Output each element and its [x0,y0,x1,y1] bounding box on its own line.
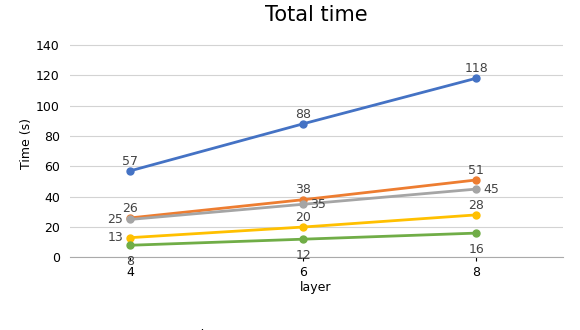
HS1 [300,198,307,202]
Line: HS2: HS2 [126,185,480,223]
Text: 12: 12 [295,249,311,262]
Con [473,213,480,217]
Normal [300,122,307,126]
Text: 25: 25 [107,213,123,226]
HScon [126,243,133,247]
Text: 16: 16 [468,243,484,256]
HS1 [473,178,480,182]
Text: 13: 13 [107,231,123,244]
Line: Normal: Normal [126,75,480,174]
HScon [473,231,480,235]
Text: 88: 88 [295,108,311,120]
HS2 [473,187,480,191]
Legend: Normal, HS1, HS2, Con, HScon: Normal, HS1, HS2, Con, HScon [128,324,475,330]
HS2 [300,202,307,206]
Line: HScon: HScon [126,230,480,249]
Text: 118: 118 [464,62,488,75]
Line: HS1: HS1 [126,177,480,221]
Normal [126,169,133,173]
Con [300,225,307,229]
X-axis label: layer: layer [300,281,332,294]
Text: 35: 35 [310,198,326,211]
HScon [300,237,307,241]
Text: 38: 38 [295,183,311,196]
Title: Total time: Total time [265,5,367,25]
Text: 26: 26 [122,202,138,215]
Text: 28: 28 [468,199,484,212]
Text: 57: 57 [122,155,138,168]
Y-axis label: Time (s): Time (s) [20,118,33,169]
Line: Con: Con [126,212,480,241]
Text: 8: 8 [126,255,134,268]
Text: 20: 20 [295,211,311,224]
Text: 51: 51 [468,164,484,177]
HS2 [126,217,133,221]
HS1 [126,216,133,220]
Con [126,236,133,240]
Text: 45: 45 [483,182,499,196]
Normal [473,76,480,80]
